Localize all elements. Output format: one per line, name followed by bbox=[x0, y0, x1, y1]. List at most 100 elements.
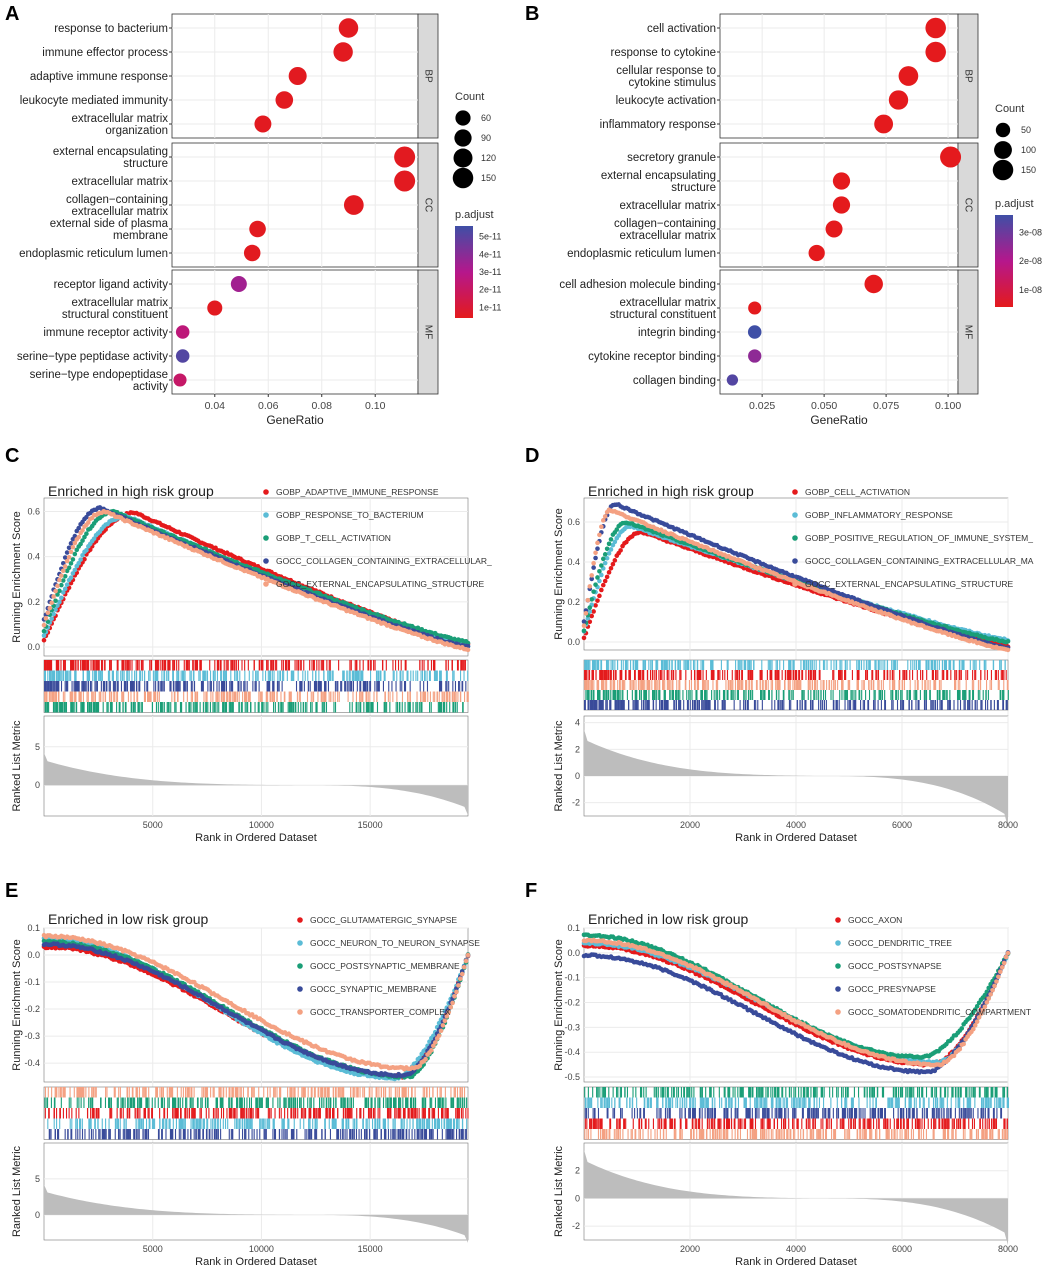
barcode-tick bbox=[657, 660, 659, 670]
category-label: collagen binding bbox=[633, 375, 716, 387]
barcode-tick bbox=[267, 660, 269, 671]
barcode-tick bbox=[273, 691, 276, 702]
barcode-tick bbox=[96, 702, 98, 713]
barcode-tick bbox=[127, 670, 129, 681]
barcode-tick bbox=[266, 660, 268, 671]
es-point bbox=[60, 568, 66, 574]
barcode-tick bbox=[262, 660, 264, 671]
category-label: leukocyte activation bbox=[616, 95, 716, 107]
barcode-tick bbox=[781, 670, 783, 680]
size-legend-label: 100 bbox=[1021, 145, 1036, 155]
barcode-tick bbox=[670, 680, 672, 690]
barcode-tick bbox=[117, 670, 119, 681]
barcode-tick bbox=[790, 700, 792, 710]
barcode-tick bbox=[122, 702, 124, 713]
es-point bbox=[59, 582, 64, 588]
barcode-tick bbox=[719, 690, 721, 700]
barcode-tick bbox=[277, 670, 279, 681]
barcode-tick bbox=[814, 690, 816, 700]
x-axis-title: GeneRatio bbox=[266, 413, 324, 427]
barcode-tick bbox=[997, 670, 999, 680]
barcode-tick bbox=[865, 660, 867, 670]
es-point bbox=[84, 514, 89, 520]
barcode-tick bbox=[217, 660, 219, 671]
barcode-tick bbox=[177, 691, 179, 702]
barcode-tick bbox=[236, 691, 238, 702]
barcode-tick bbox=[74, 691, 76, 702]
es-point bbox=[68, 561, 74, 566]
category-label: serine−type endopeptidase bbox=[30, 369, 168, 381]
barcode-tick bbox=[891, 700, 893, 710]
barcode-tick bbox=[163, 681, 165, 692]
barcode-tick bbox=[810, 670, 812, 680]
barcode-tick bbox=[635, 690, 637, 700]
barcode-tick bbox=[354, 660, 356, 671]
barcode-tick bbox=[150, 691, 152, 702]
barcode-tick bbox=[399, 702, 401, 713]
barcode-tick bbox=[946, 690, 948, 700]
barcode-tick bbox=[877, 700, 879, 710]
barcode-tick bbox=[793, 670, 795, 680]
barcode-tick bbox=[131, 681, 134, 692]
barcode-tick bbox=[75, 702, 77, 713]
barcode-tick bbox=[748, 680, 750, 690]
barcode-tick bbox=[803, 690, 805, 700]
barcode-tick bbox=[736, 680, 739, 690]
size-legend-label: 90 bbox=[481, 133, 491, 143]
barcode-tick bbox=[822, 690, 825, 700]
barcode-tick bbox=[342, 670, 344, 681]
category-label: serine−type peptidase activity bbox=[17, 351, 168, 363]
size-legend-label: 50 bbox=[1021, 125, 1031, 135]
barcode-tick bbox=[711, 690, 713, 700]
barcode-tick bbox=[48, 702, 50, 713]
barcode-tick bbox=[180, 670, 182, 681]
barcode-tick bbox=[312, 670, 314, 681]
legend-label: GOBP_T_CELL_ACTIVATION bbox=[276, 533, 391, 543]
barcode-tick bbox=[819, 660, 821, 670]
barcode-tick bbox=[882, 680, 884, 690]
barcode-tick bbox=[912, 660, 914, 670]
barcode-tick bbox=[770, 680, 772, 690]
barcode-tick bbox=[110, 691, 112, 702]
barcode-tick bbox=[637, 680, 640, 690]
barcode-tick bbox=[990, 680, 993, 690]
barcode-tick bbox=[657, 690, 659, 700]
barcode-tick bbox=[222, 670, 225, 681]
category-label: immune effector process bbox=[42, 47, 168, 59]
barcode-tick bbox=[156, 660, 158, 671]
x-tick-label: 0.075 bbox=[873, 400, 899, 412]
barcode-tick bbox=[234, 670, 236, 681]
barcode-tick bbox=[92, 660, 94, 671]
es-point bbox=[595, 540, 600, 546]
barcode-tick bbox=[933, 680, 935, 690]
barcode-tick bbox=[874, 700, 876, 710]
barcode-tick bbox=[441, 702, 443, 713]
barcode-tick bbox=[963, 660, 965, 670]
barcode-tick bbox=[50, 660, 52, 671]
barcode-tick bbox=[672, 690, 674, 700]
data-point bbox=[832, 196, 851, 214]
barcode-tick bbox=[191, 691, 194, 702]
barcode-tick bbox=[638, 670, 640, 680]
barcode-tick bbox=[253, 660, 255, 671]
es-point bbox=[53, 598, 58, 604]
barcode-tick bbox=[224, 702, 226, 713]
barcode-tick bbox=[838, 670, 840, 680]
es-point bbox=[602, 514, 608, 519]
barcode-tick bbox=[830, 660, 832, 670]
barcode-tick bbox=[645, 690, 648, 700]
barcode-tick bbox=[270, 660, 272, 671]
barcode-tick bbox=[950, 660, 952, 670]
barcode-tick bbox=[675, 690, 677, 700]
barcode-tick bbox=[138, 681, 140, 692]
barcode-tick bbox=[189, 670, 191, 681]
barcode-tick bbox=[243, 681, 245, 692]
barcode-tick bbox=[778, 670, 780, 680]
barcode-tick bbox=[695, 690, 697, 700]
barcode-tick bbox=[349, 681, 351, 692]
data-point bbox=[173, 373, 187, 387]
barcode-tick bbox=[268, 670, 270, 681]
barcode-tick bbox=[863, 660, 865, 670]
barcode-tick bbox=[975, 660, 977, 670]
barcode-tick bbox=[304, 702, 306, 713]
